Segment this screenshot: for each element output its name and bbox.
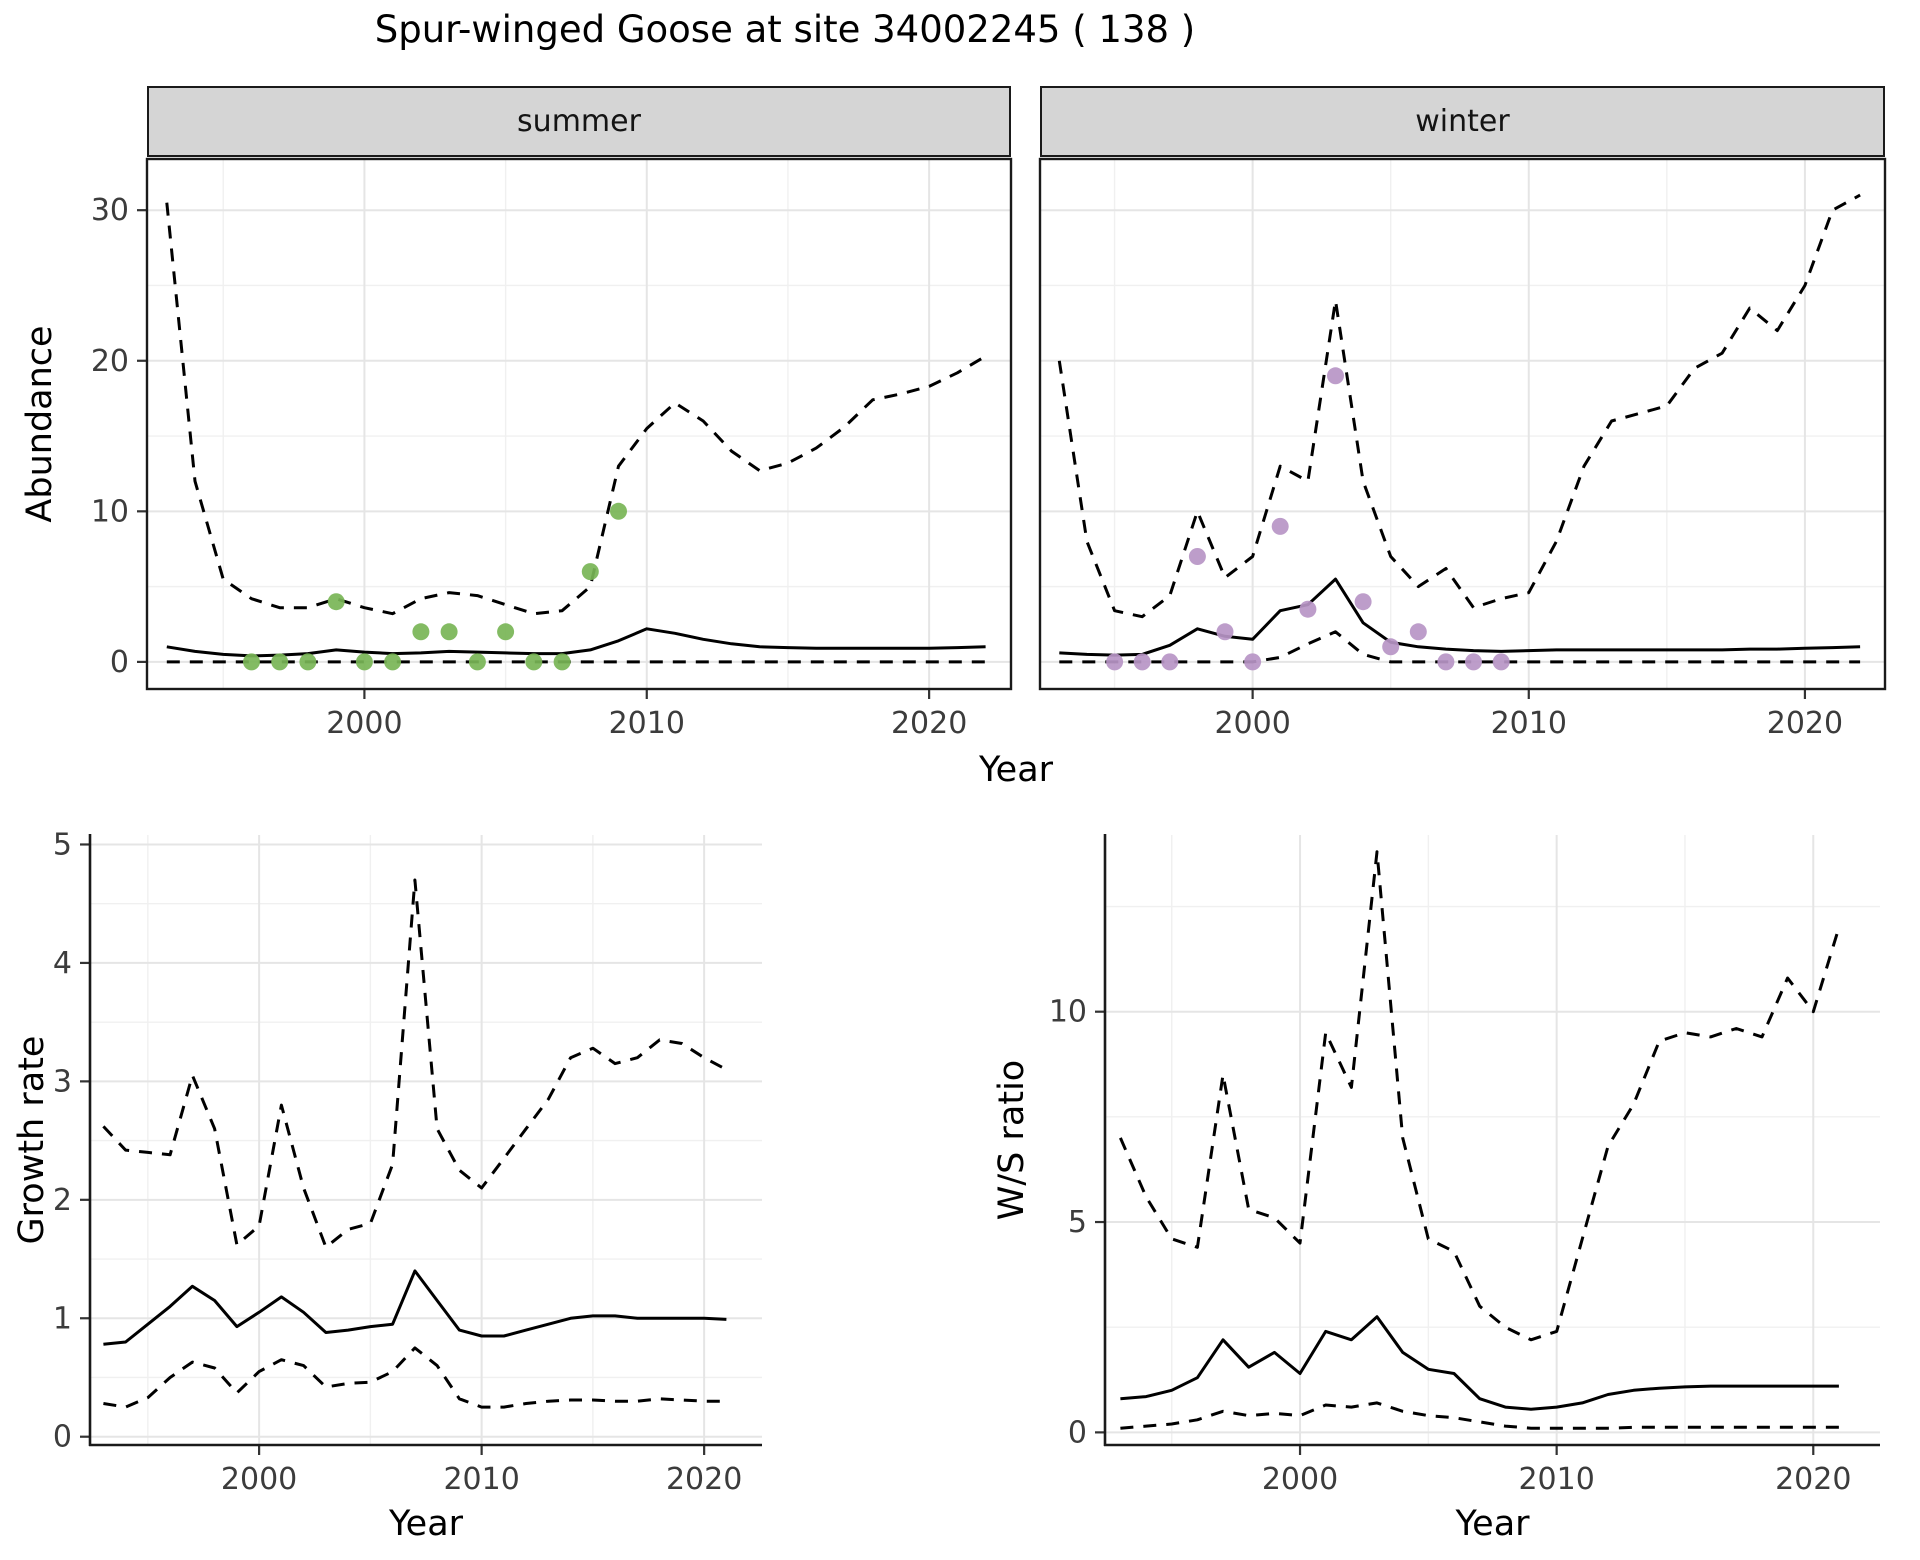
svg-text:20: 20 [91, 344, 129, 379]
svg-text:0: 0 [110, 645, 129, 680]
svg-text:30: 30 [91, 193, 129, 228]
svg-text:2020: 2020 [1767, 706, 1843, 741]
svg-text:4: 4 [53, 946, 72, 981]
svg-text:1: 1 [53, 1301, 72, 1336]
svg-text:2000: 2000 [221, 1462, 297, 1497]
chart-title: Spur-winged Goose at site 34002245 ( 138… [374, 8, 1196, 51]
svg-text:5: 5 [1068, 1205, 1087, 1240]
svg-text:5: 5 [53, 827, 72, 862]
svg-text:2010: 2010 [1491, 706, 1567, 741]
svg-text:3: 3 [53, 1064, 72, 1099]
abundance-winter-panel: 2000 2010 2020 [1038, 157, 1887, 741]
svg-text:2000: 2000 [326, 706, 402, 741]
ws-y-axis-title: W/S ratio [992, 1059, 1032, 1221]
svg-text:10: 10 [1049, 995, 1087, 1030]
svg-text:2020: 2020 [666, 1462, 742, 1497]
svg-text:2010: 2010 [443, 1462, 519, 1497]
svg-text:2010: 2010 [609, 706, 685, 741]
svg-text:0: 0 [1068, 1415, 1087, 1450]
svg-text:2010: 2010 [1518, 1462, 1594, 1497]
abundance-x-axis-title: Year [978, 750, 1054, 790]
growth-x-axis-title: Year [388, 1504, 464, 1544]
ws-x-axis-title: Year [1455, 1504, 1530, 1544]
facet-strip-summer: summer [147, 86, 1011, 157]
svg-text:2020: 2020 [1775, 1462, 1851, 1497]
ws-ratio-panel: 2000 2010 2020 0 5 10 [1049, 834, 1880, 1497]
svg-text:2020: 2020 [891, 706, 967, 741]
abundance-y-axis-title: Abundance [20, 325, 60, 523]
facet-strip-winter: winter [1040, 86, 1885, 157]
svg-text:2: 2 [53, 1183, 72, 1218]
svg-text:2000: 2000 [1262, 1462, 1338, 1497]
svg-text:0: 0 [53, 1420, 72, 1455]
svg-text:10: 10 [91, 494, 129, 529]
growth-rate-panel: 2000 2010 2020 0 1 2 3 4 5 [53, 827, 762, 1497]
facet-strip-winter-label: winter [1415, 104, 1510, 139]
abundance-summer-panel: 2000 2010 2020 0 10 20 30 [91, 157, 1013, 741]
svg-text:2000: 2000 [1214, 706, 1290, 741]
facet-strip-summer-label: summer [517, 104, 641, 139]
